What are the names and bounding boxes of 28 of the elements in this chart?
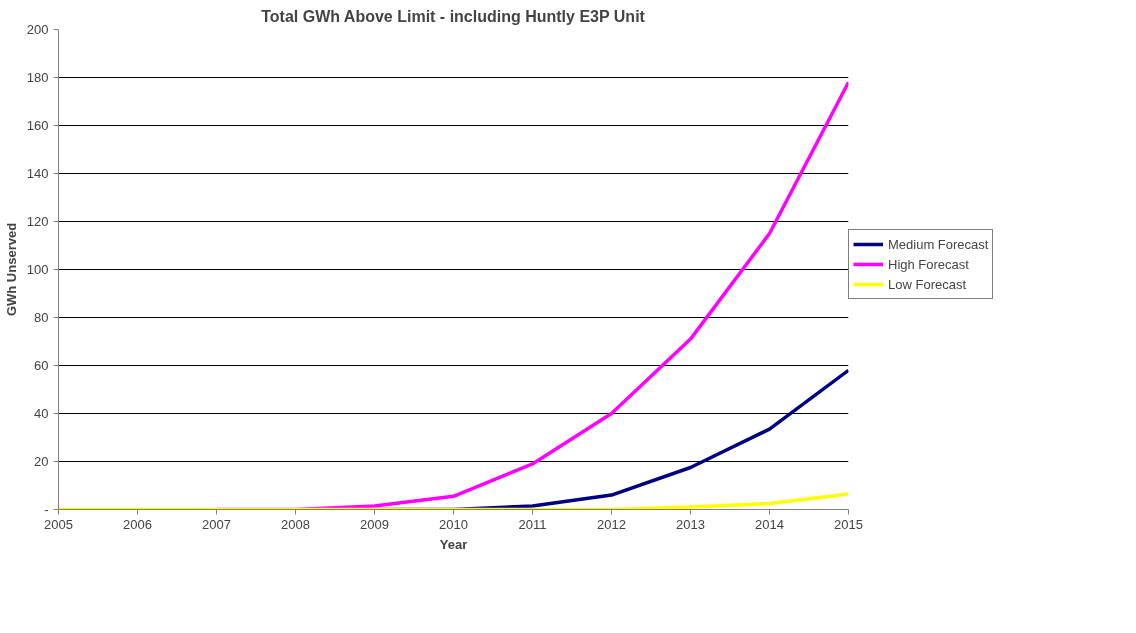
x-tick-label: 2007	[202, 516, 231, 532]
x-tick-label: 2008	[281, 516, 310, 532]
y-tick-label: 160	[26, 118, 49, 133]
legend-label: High Forecast	[888, 256, 969, 272]
y-tick-label: 180	[26, 70, 49, 85]
x-tick-label: 2013	[676, 516, 705, 532]
legend-label: Low Forecast	[888, 276, 967, 292]
y-tick-label: 120	[26, 214, 49, 229]
y-tick-label: 100	[26, 262, 49, 277]
x-tick-label: 2010	[439, 516, 468, 532]
y-tick-label: -	[44, 502, 49, 517]
y-tick-label: 200	[26, 22, 49, 37]
x-tick-label: 2015	[834, 516, 863, 532]
y-tick-label: 140	[26, 166, 49, 181]
y-tick-label: 20	[34, 454, 49, 469]
chart-title: Total GWh Above Limit - including Huntly E3P Unit	[261, 7, 646, 25]
x-axis-title: Year	[439, 536, 468, 552]
y-tick-label: 60	[34, 358, 49, 373]
y-tick-label: 40	[34, 406, 49, 421]
x-tick-label: 2012	[597, 516, 626, 532]
x-tick-label: 2005	[44, 516, 73, 532]
x-tick-label: 2011	[518, 516, 547, 532]
x-tick-label: 2009	[360, 516, 389, 532]
y-axis-title: GWh Unserved	[3, 222, 19, 317]
y-tick-label: 80	[34, 310, 49, 325]
x-tick-label: 2014	[755, 516, 784, 532]
legend-label: Medium Forecast	[888, 236, 989, 252]
x-tick-label: 2006	[123, 516, 152, 532]
